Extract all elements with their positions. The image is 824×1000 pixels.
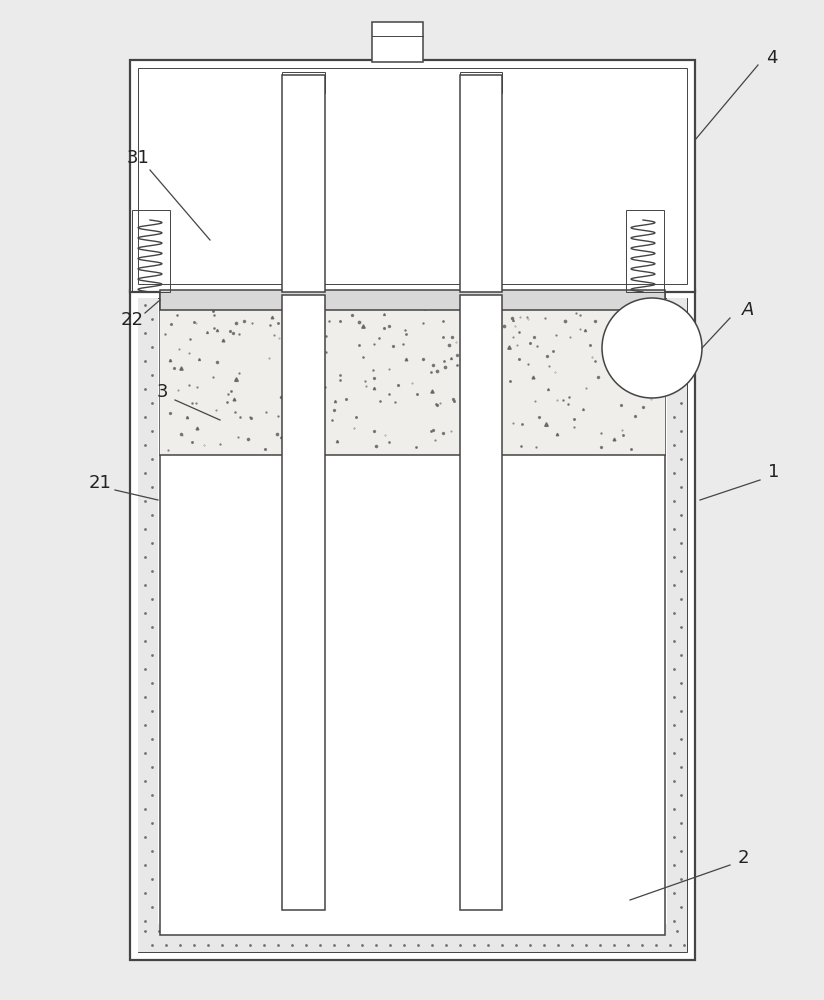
- Bar: [160, 295, 665, 455]
- Text: 21: 21: [88, 474, 111, 492]
- Text: 2: 2: [738, 849, 750, 867]
- Bar: [282, 72, 325, 93]
- Bar: [138, 924, 687, 952]
- Text: 1: 1: [768, 463, 780, 481]
- Bar: [130, 290, 695, 960]
- Bar: [460, 295, 502, 910]
- Text: 3: 3: [157, 383, 168, 401]
- Bar: [132, 210, 170, 292]
- Bar: [138, 298, 687, 952]
- Bar: [282, 75, 325, 292]
- Bar: [626, 210, 664, 292]
- Bar: [138, 68, 687, 284]
- Text: 4: 4: [766, 49, 778, 67]
- Bar: [160, 290, 665, 310]
- Bar: [160, 290, 665, 935]
- Text: 31: 31: [127, 149, 149, 167]
- Bar: [372, 22, 423, 62]
- Circle shape: [602, 298, 702, 398]
- Bar: [138, 298, 158, 924]
- Text: 22: 22: [120, 311, 143, 329]
- Bar: [130, 60, 695, 292]
- Bar: [667, 298, 687, 924]
- Bar: [460, 72, 502, 93]
- Bar: [460, 75, 502, 292]
- Bar: [282, 295, 325, 910]
- Text: A: A: [742, 301, 755, 319]
